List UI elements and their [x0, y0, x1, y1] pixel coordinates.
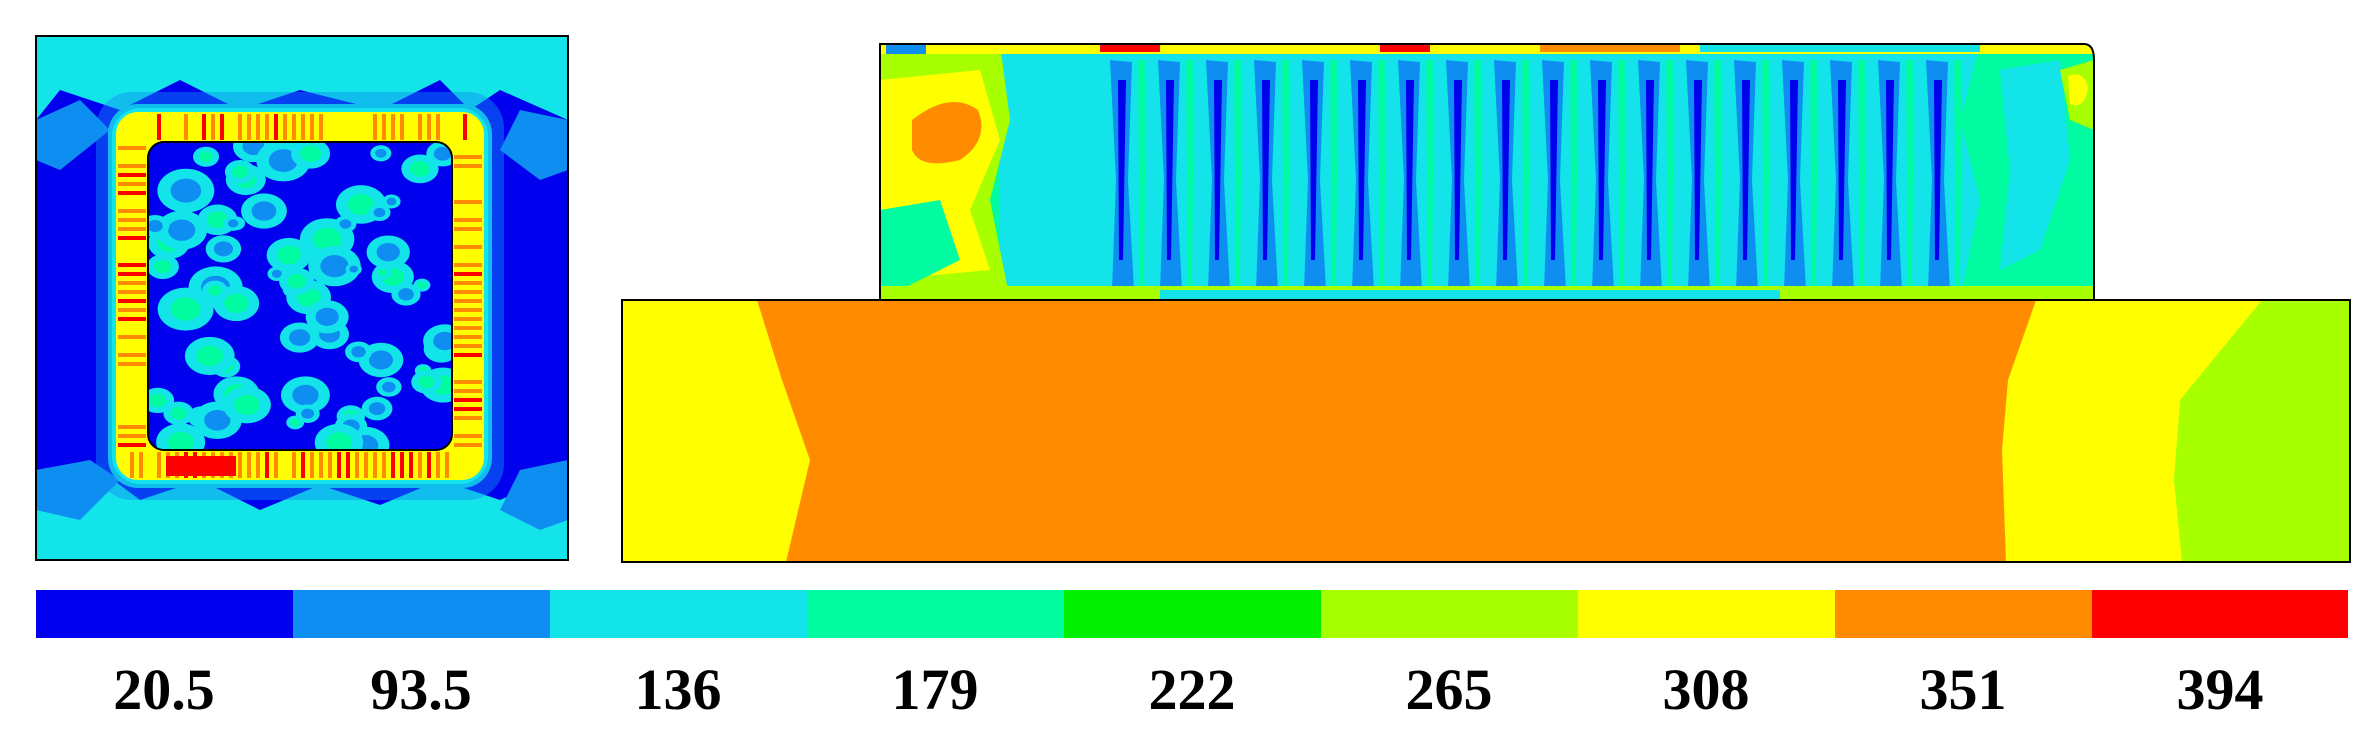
legend-labels: 20.5 93.5 136 179 222 265 308 351 394: [36, 650, 2348, 730]
legend-label: 179: [891, 657, 979, 722]
color-legend: [36, 590, 2348, 638]
substrate-contour: [622, 300, 2350, 562]
cylinder-side-contour: [880, 44, 2094, 300]
legend-swatch: [1321, 590, 1578, 638]
legend-swatch: [1835, 590, 2092, 638]
legend-swatch: [1064, 590, 1321, 638]
legend-label: 394: [2176, 657, 2264, 722]
legend-swatch: [1578, 590, 1835, 638]
legend-label: 222: [1148, 657, 1236, 722]
legend-label: 93.5: [370, 657, 472, 722]
legend-swatch: [550, 590, 807, 638]
legend-label: 308: [1662, 657, 1750, 722]
top-view-contour: [36, 36, 568, 560]
legend-swatch: [807, 590, 1064, 638]
legend-label: 265: [1405, 657, 1493, 722]
legend-label: 136: [634, 657, 722, 722]
legend-label: 20.5: [113, 657, 215, 722]
legend-label: 351: [1919, 657, 2007, 722]
legend-swatch: [36, 590, 293, 638]
legend-swatch: [2092, 590, 2348, 638]
legend-swatch: [293, 590, 550, 638]
